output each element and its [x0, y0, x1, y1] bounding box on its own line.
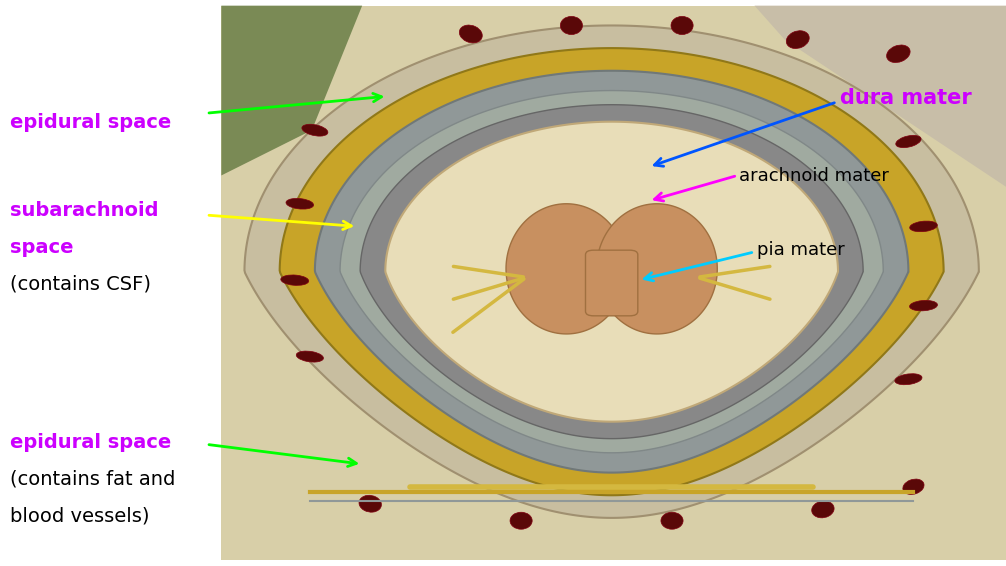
Text: epidural space: epidural space — [10, 433, 171, 452]
Text: dura mater: dura mater — [840, 88, 972, 108]
Text: (contains CSF): (contains CSF) — [10, 275, 151, 294]
Text: epidural space: epidural space — [10, 113, 171, 132]
Polygon shape — [221, 6, 362, 175]
Ellipse shape — [894, 374, 923, 385]
Text: pia mater: pia mater — [757, 241, 844, 259]
Ellipse shape — [812, 501, 834, 518]
Text: blood vessels): blood vessels) — [10, 507, 150, 526]
Ellipse shape — [895, 135, 921, 148]
Polygon shape — [244, 25, 979, 518]
Ellipse shape — [286, 199, 314, 209]
Polygon shape — [506, 204, 627, 334]
Ellipse shape — [510, 512, 532, 529]
Text: arachnoid mater: arachnoid mater — [739, 167, 889, 185]
Ellipse shape — [296, 351, 324, 362]
Ellipse shape — [359, 495, 381, 512]
Ellipse shape — [886, 45, 910, 62]
FancyBboxPatch shape — [221, 6, 1006, 560]
Text: (contains fat and: (contains fat and — [10, 470, 175, 489]
Ellipse shape — [460, 25, 482, 43]
Polygon shape — [385, 122, 838, 422]
Polygon shape — [597, 204, 717, 334]
Ellipse shape — [787, 31, 809, 49]
Polygon shape — [340, 91, 883, 453]
Text: subarachnoid: subarachnoid — [10, 201, 159, 220]
Polygon shape — [754, 6, 1006, 187]
Ellipse shape — [560, 16, 582, 35]
Polygon shape — [360, 105, 863, 439]
Ellipse shape — [902, 479, 925, 495]
FancyBboxPatch shape — [585, 250, 638, 316]
Ellipse shape — [281, 275, 309, 285]
Polygon shape — [315, 71, 908, 473]
Ellipse shape — [671, 16, 693, 35]
Ellipse shape — [909, 301, 938, 311]
Polygon shape — [280, 48, 944, 495]
Ellipse shape — [302, 125, 328, 136]
Text: space: space — [10, 238, 73, 257]
Ellipse shape — [661, 512, 683, 529]
Ellipse shape — [909, 221, 938, 231]
